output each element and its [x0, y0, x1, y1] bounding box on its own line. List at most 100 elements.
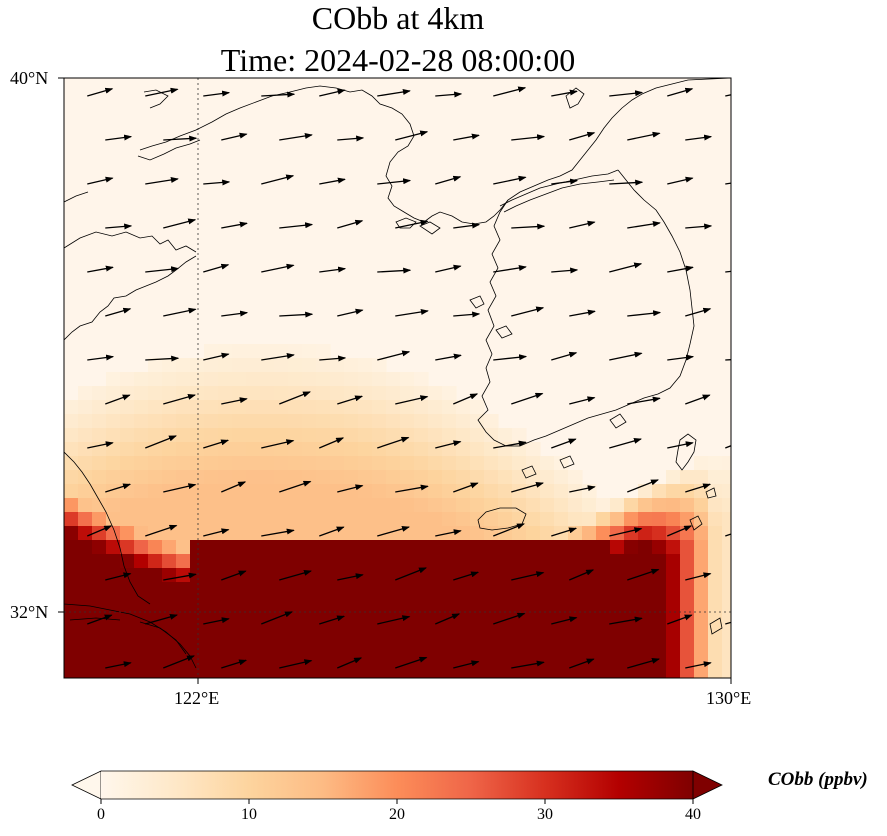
field-cell — [302, 484, 317, 499]
field-cell — [190, 386, 205, 401]
field-cell — [120, 582, 135, 597]
field-cell — [442, 400, 457, 415]
field-cell — [134, 610, 149, 625]
field-cell — [232, 414, 247, 429]
field-cell — [330, 596, 345, 611]
field-cell — [414, 610, 429, 625]
field-cell — [176, 442, 191, 457]
field-cell — [456, 540, 471, 555]
field-cell — [470, 568, 485, 583]
field-cell — [400, 638, 415, 653]
wind-arrow — [395, 130, 429, 141]
wind-arrow — [163, 655, 195, 669]
field-cell — [330, 386, 345, 401]
field-cell — [638, 484, 653, 499]
field-cell — [372, 554, 387, 569]
field-cell — [302, 344, 317, 359]
field-cell — [246, 666, 261, 678]
field-cell — [568, 512, 583, 527]
wind-arrow — [145, 266, 180, 273]
field-cell — [190, 526, 205, 541]
field-cell — [106, 610, 121, 625]
field-cell — [512, 666, 527, 678]
field-cell — [260, 512, 275, 527]
wind-arrow — [551, 89, 578, 97]
field-cell — [64, 624, 79, 639]
field-cell — [260, 596, 275, 611]
field-cell — [302, 624, 317, 639]
field-cell — [414, 624, 429, 639]
field-cell — [484, 456, 499, 471]
field-cell — [78, 666, 93, 678]
field-cell — [722, 498, 731, 513]
field-cell — [456, 596, 471, 611]
field-cell — [666, 582, 681, 597]
field-cell — [372, 442, 387, 457]
field-cell — [316, 638, 331, 653]
field-cell — [694, 456, 709, 471]
wind-arrow — [511, 223, 546, 230]
field-cell — [246, 554, 261, 569]
wind-arrow — [685, 661, 712, 669]
wind-arrow — [261, 611, 293, 625]
field-cell — [274, 554, 289, 569]
field-cell — [204, 498, 219, 513]
field-cell — [666, 484, 681, 499]
field-cell — [554, 596, 569, 611]
field-cell — [428, 498, 443, 513]
field-cell — [148, 428, 163, 443]
field-cell — [372, 610, 387, 625]
field-cell — [666, 498, 681, 513]
field-cell — [638, 652, 653, 667]
field-cell — [190, 498, 205, 513]
field-cell — [470, 442, 485, 457]
field-cell — [246, 442, 261, 457]
field-cell — [316, 498, 331, 513]
field-cell — [330, 568, 345, 583]
field-cell — [624, 596, 639, 611]
wind-arrow — [221, 221, 248, 229]
field-cell — [498, 596, 513, 611]
field-cell — [288, 428, 303, 443]
field-cell — [568, 596, 583, 611]
field-cell — [484, 470, 499, 485]
field-cell — [232, 428, 247, 443]
field-cell — [680, 596, 695, 611]
field-cell — [470, 498, 485, 513]
field-cell — [316, 484, 331, 499]
field-cell — [582, 666, 597, 678]
field-cell — [316, 512, 331, 527]
field-cell — [694, 638, 709, 653]
field-cell — [358, 498, 373, 513]
field-cell — [190, 428, 205, 443]
field-cell — [162, 540, 177, 555]
field-cell — [232, 512, 247, 527]
field-cell — [260, 470, 275, 485]
field-cell — [540, 568, 555, 583]
field-cell — [330, 540, 345, 555]
field-cell — [78, 638, 93, 653]
field-cell — [190, 638, 205, 653]
field-cell — [442, 596, 457, 611]
field-cell — [414, 372, 429, 387]
wind-arrow — [569, 220, 596, 229]
field-cell — [204, 358, 219, 373]
field-cell — [596, 582, 611, 597]
field-cell — [358, 638, 373, 653]
field-cell — [218, 568, 233, 583]
field-cell — [162, 456, 177, 471]
field-cell — [330, 554, 345, 569]
field-cell — [442, 512, 457, 527]
field-cell — [92, 666, 107, 678]
field-cell — [330, 372, 345, 387]
field-cell — [386, 666, 401, 678]
field-cell — [694, 582, 709, 597]
wind-arrow — [743, 485, 775, 492]
field-cell — [162, 652, 177, 667]
field-cell — [722, 456, 731, 471]
field-cell — [302, 414, 317, 429]
field-cell — [428, 540, 443, 555]
wind-arrow — [743, 574, 776, 580]
field-cell — [442, 456, 457, 471]
